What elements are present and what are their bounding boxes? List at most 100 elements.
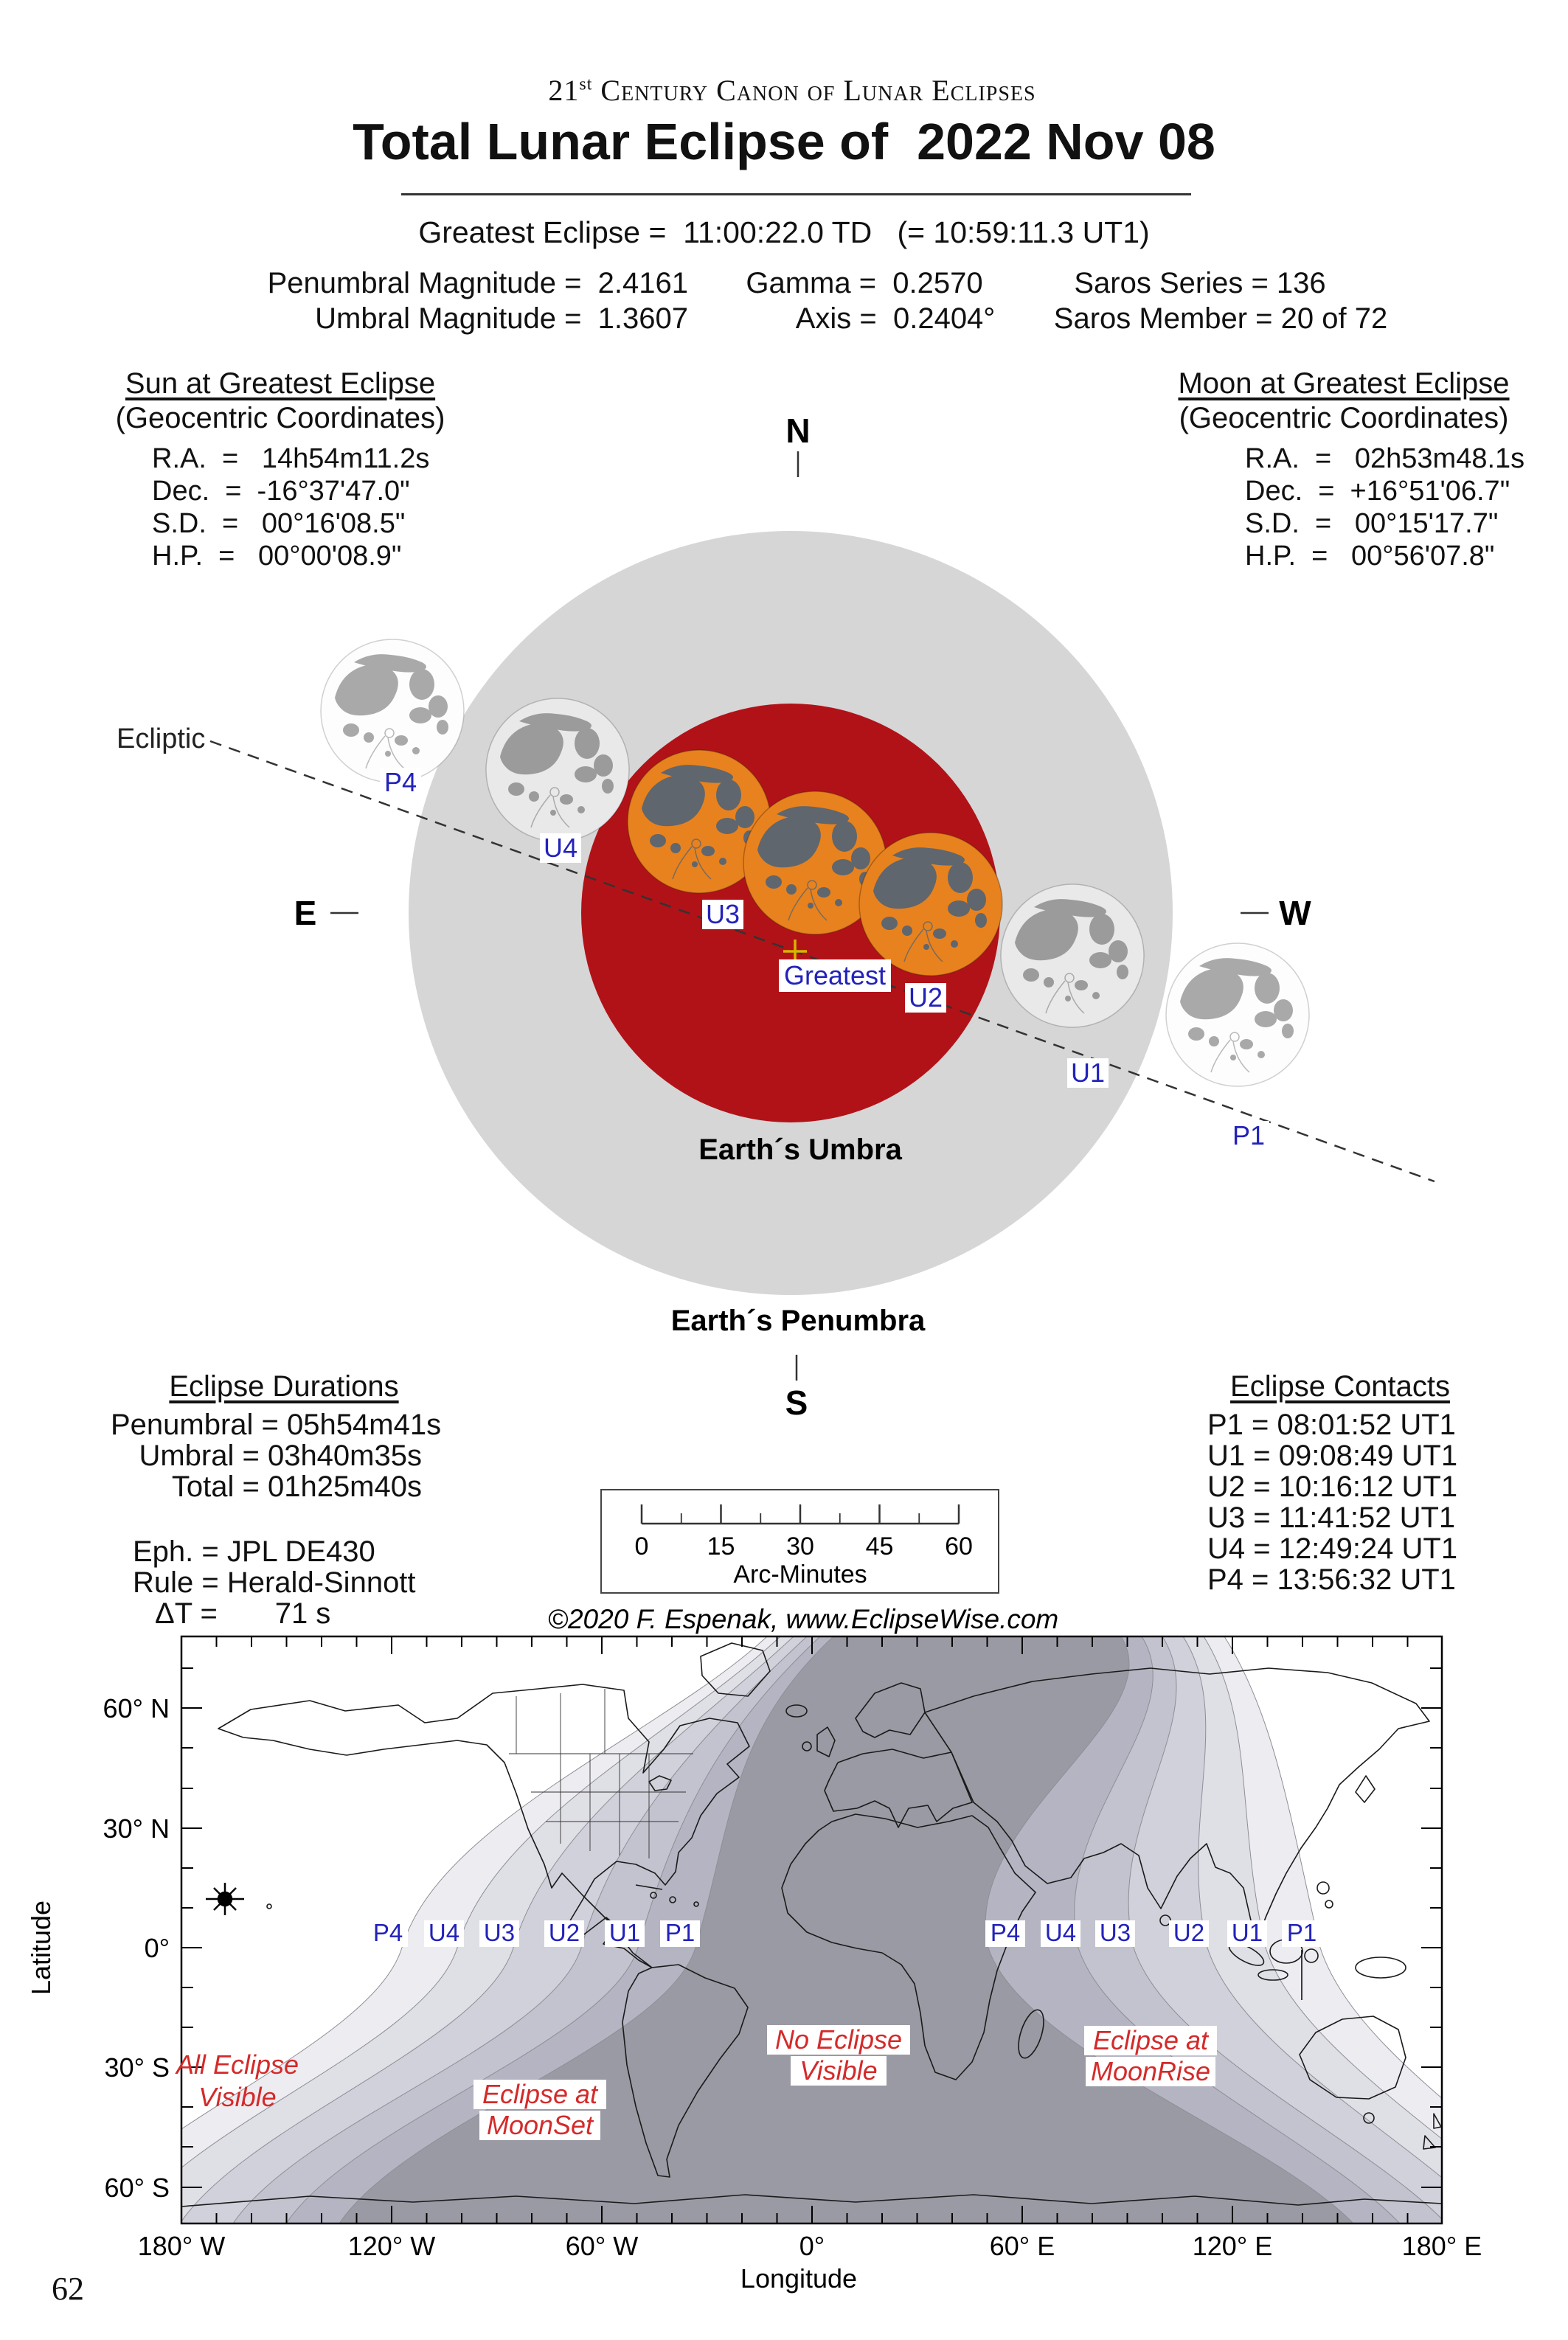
west-label: W	[1279, 894, 1311, 932]
shadow-diagram: P4 U4 U3 Greatest U2 U1 P1 N S E W Eclip…	[117, 412, 1435, 1422]
penumbral-magnitude: Penumbral Magnitude = 2.4161	[267, 267, 688, 299]
lat-60n: 60° N	[103, 1693, 170, 1723]
visibility-map: 60° N 30° N 0° 30° S 60° S 180° W 120° W…	[26, 1635, 1482, 2294]
moon-block-title: Moon at Greatest Eclipse	[1178, 367, 1510, 400]
map-contacts-west: P4 U4 U3 U2 U1 P1	[368, 1919, 700, 1947]
contact-u1: U1 = 09:08:49 UT1	[1207, 1440, 1458, 1472]
longitude-axis-label: Longitude	[740, 2263, 857, 2294]
eclipse-contacts-block: Eclipse Contacts P1 = 08:01:52 UT1 U1 = …	[1207, 1370, 1473, 1595]
sun-icon	[206, 1883, 244, 1915]
map-contacts-east: P4 U4 U3 U2 U1 P1	[985, 1919, 1322, 2000]
lon-0: 0°	[799, 2231, 825, 2261]
duration-umbral: Umbral = 03h40m35s	[139, 1440, 422, 1472]
delta-t: ΔT = 71 s	[155, 1597, 331, 1630]
label-u1: U1	[1071, 1058, 1105, 1088]
region-moonset-line1: Eclipse at	[482, 2079, 599, 2109]
contact-u3: U3 = 11:41:52 UT1	[1207, 1501, 1456, 1534]
map-west-u1: U1	[609, 1919, 640, 1946]
rule: Rule = Herald-Sinnott	[133, 1566, 416, 1599]
region-moonrise-line2: MoonRise	[1091, 2056, 1210, 2086]
region-all-visible-line1: All Eclipse	[175, 2049, 299, 2080]
lon-120e: 120° E	[1193, 2231, 1272, 2261]
contacts-title: Eclipse Contacts	[1230, 1370, 1450, 1403]
sun-hp: H.P. = 00°00'08.9"	[152, 541, 402, 572]
ecliptic-label: Ecliptic	[117, 723, 205, 754]
scale-unit: Arc-Minutes	[733, 1560, 867, 1589]
label-u4: U4	[544, 833, 577, 863]
sun-block-subtitle: (Geocentric Coordinates)	[115, 402, 445, 434]
moon-u1	[1001, 884, 1144, 1027]
duration-penumbral: Penumbral = 05h54m41s	[111, 1409, 442, 1441]
lat-60s: 60° S	[105, 2173, 170, 2203]
map-east-u1: U1	[1232, 1919, 1263, 1946]
north-label: N	[785, 412, 810, 450]
moon-u2	[859, 833, 1002, 976]
scale-bar: 0 15 30 45 60 Arc-Minutes	[600, 1489, 999, 1594]
moon-dec: Dec. = +16°51'06.7"	[1245, 476, 1510, 507]
map-west-u3: U3	[484, 1919, 515, 1946]
map-east-p4: P4	[991, 1919, 1020, 1946]
label-u3: U3	[706, 899, 740, 929]
moon-sd: S.D. = 00°15'17.7"	[1245, 508, 1499, 539]
durations-title: Eclipse Durations	[169, 1370, 399, 1403]
sun-sd: S.D. = 00°16'08.5"	[152, 508, 406, 539]
state-borders	[509, 1689, 693, 1858]
title-rule	[401, 193, 1191, 195]
penumbra-label: Earth´s Penumbra	[671, 1305, 926, 1337]
region-all-visible-line2: Visible	[198, 2082, 276, 2112]
lon-180w: 180° W	[138, 2231, 225, 2261]
contact-u2: U2 = 10:16:12 UT1	[1207, 1471, 1458, 1503]
moon-p4	[321, 639, 464, 782]
book-header-title: Century Canon of Lunar Eclipses	[592, 74, 1036, 107]
label-greatest: Greatest	[784, 960, 886, 990]
south-label: S	[785, 1383, 808, 1422]
region-labels: All Eclipse Visible Eclipse at MoonSet N…	[175, 2024, 1217, 2140]
lat-0: 0°	[145, 1933, 170, 1963]
gamma: Gamma = 0.2570	[746, 267, 983, 299]
lon-60e: 60° E	[990, 2231, 1055, 2261]
sun-coordinates-block: Sun at Greatest Eclipse (Geocentric Coor…	[103, 367, 457, 572]
scale-tick-45: 45	[866, 1532, 894, 1560]
map-east-p1: P1	[1287, 1919, 1317, 1946]
scale-tick-30: 30	[786, 1532, 814, 1560]
map-east-u2: U2	[1173, 1919, 1204, 1946]
map-east-u4: U4	[1045, 1919, 1076, 1946]
axis: Axis = 0.2404°	[795, 302, 996, 335]
lat-30s: 30° S	[105, 2052, 170, 2083]
duration-total: Total = 01h25m40s	[171, 1471, 422, 1503]
east-label: E	[294, 894, 317, 932]
sun-block-title: Sun at Greatest Eclipse	[125, 367, 436, 400]
moon-coordinates-block: Moon at Greatest Eclipse (Geocentric Coo…	[1159, 367, 1528, 572]
page-number: 62	[52, 2271, 84, 2307]
contact-u4: U4 = 12:49:24 UT1	[1207, 1532, 1458, 1565]
ecliptic-line	[209, 740, 1435, 1183]
umbra-label: Earth´s Umbra	[698, 1133, 902, 1166]
map-west-u4: U4	[429, 1919, 459, 1946]
greatest-eclipse-line: Greatest Eclipse = 11:00:22.0 TD (= 10:5…	[418, 215, 1150, 249]
saros-member: Saros Member = 20 of 72	[1053, 302, 1388, 335]
diagram-contact-labels: P4 U4 U3 Greatest U2 U1 P1	[380, 767, 1269, 1150]
label-p1: P1	[1232, 1120, 1265, 1150]
region-moonset-line2: MoonSet	[487, 2110, 594, 2140]
eclipse-durations-block: Eclipse Durations Penumbral = 05h54m41s …	[111, 1370, 457, 1629]
lon-60w: 60° W	[566, 2231, 638, 2261]
greatest-cross-icon	[783, 940, 807, 963]
book-header-ordinal: st	[579, 74, 593, 94]
label-u2: U2	[909, 982, 943, 1013]
latitude-tick-labels: 60° N 30° N 0° 30° S 60° S	[103, 1693, 170, 2203]
moon-u4	[486, 698, 629, 841]
lon-180e: 180° E	[1402, 2231, 1482, 2261]
book-header-number: 21	[548, 74, 580, 107]
saros-series: Saros Series = 136	[1074, 267, 1326, 299]
latitude-axis-label: Latitude	[26, 1900, 56, 1995]
sun-ra: R.A. = 14h54m11.2s	[152, 443, 430, 474]
longitude-tick-labels: 180° W 120° W 60° W 0° 60° E 120° E 180°…	[138, 2231, 1482, 2261]
label-p4: P4	[384, 767, 417, 797]
map-ticks	[181, 1636, 1442, 2223]
contact-p1: P1 = 08:01:52 UT1	[1207, 1409, 1456, 1441]
region-moonrise-line1: Eclipse at	[1093, 2025, 1210, 2055]
sun-dec: Dec. = -16°37'47.0"	[152, 476, 410, 507]
moon-hp: H.P. = 00°56'07.8"	[1245, 541, 1495, 572]
